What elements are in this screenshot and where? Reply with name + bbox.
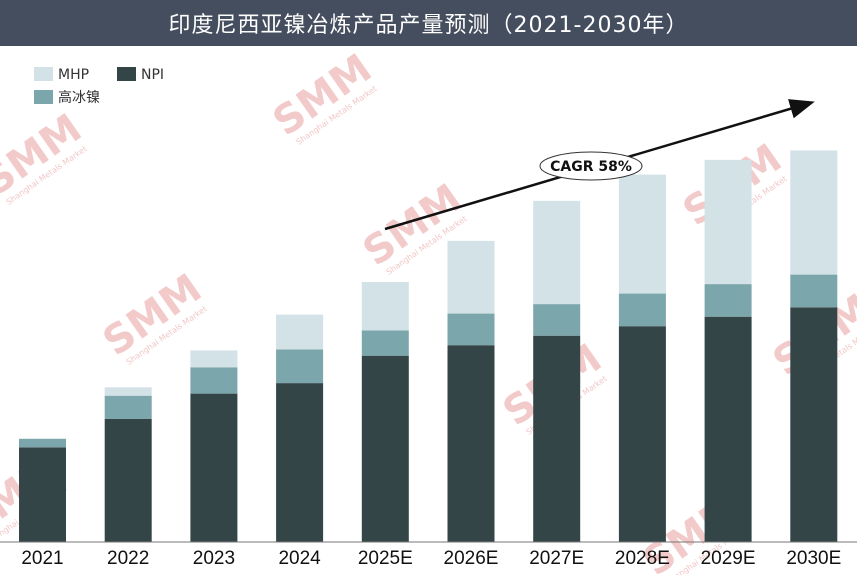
- legend: MHP NPI 高冰镍: [34, 67, 164, 106]
- bar-mhp-2030e: [790, 150, 838, 275]
- bar-高冰镍-2024: [276, 349, 324, 384]
- bar-高冰镍-2022: [104, 395, 152, 419]
- legend-label-npi: NPI: [141, 67, 164, 83]
- bar-mhp-2027e: [533, 200, 581, 305]
- x-tick-label-2027e: 2027E: [529, 548, 584, 569]
- bar-mhp-2026e: [447, 240, 495, 314]
- legend-label-mhp: MHP: [58, 67, 89, 83]
- bar-高冰镍-2028e: [618, 293, 666, 327]
- bar-npi-2022: [104, 418, 152, 542]
- legend-swatch-mhp: [34, 67, 53, 81]
- bar-高冰镍-2023: [190, 367, 238, 394]
- x-tick-label-2025e: 2025E: [358, 548, 413, 569]
- bars-layer: [19, 150, 838, 542]
- bar-mhp-2022: [104, 387, 152, 396]
- bar-高冰镍-2026e: [447, 313, 495, 346]
- bar-高冰镍-2029e: [704, 284, 752, 317]
- chart-title: 印度尼西亚镍冶炼产品产量预测（2021-2030年）: [0, 0, 857, 46]
- legend-swatch-high-ice-nickel: [34, 90, 53, 104]
- cagr-label: CAGR 58%: [550, 159, 632, 175]
- bar-npi-2027e: [533, 335, 581, 542]
- bar-mhp-2024: [276, 314, 324, 350]
- x-tick-label-2024: 2024: [278, 548, 321, 569]
- bar-mhp-2028e: [618, 174, 666, 294]
- bar-mhp-2025e: [361, 282, 409, 331]
- bar-npi-2030e: [790, 307, 838, 542]
- x-tick-label-2026e: 2026E: [444, 548, 499, 569]
- bar-高冰镍-2030e: [790, 274, 838, 308]
- bar-npi-2025e: [361, 355, 409, 542]
- bar-npi-2029e: [704, 316, 752, 542]
- x-tick-label-2030e: 2030E: [786, 548, 841, 569]
- bar-mhp-2029e: [704, 159, 752, 285]
- bar-npi-2021: [19, 447, 66, 542]
- bar-mhp-2023: [190, 350, 238, 368]
- bar-npi-2023: [190, 393, 238, 542]
- bar-npi-2026e: [447, 345, 495, 542]
- x-tick-label-2022: 2022: [107, 548, 149, 569]
- bar-npi-2028e: [618, 326, 666, 542]
- x-tick-label-2023: 2023: [193, 548, 235, 569]
- legend-label-high-ice-nickel: 高冰镍: [58, 89, 100, 106]
- bar-高冰镍-2025e: [361, 330, 409, 356]
- legend-swatch-npi: [117, 67, 136, 81]
- x-axis-ticks: 2021 2022 2023 2024 2025E 2026E 2027E 2028E 2029…: [21, 548, 841, 569]
- x-tick-label-2021: 2021: [21, 548, 63, 569]
- x-tick-label-2028e: 2028E: [615, 548, 670, 569]
- cagr-annotation: CAGR 58%: [384, 99, 815, 231]
- x-tick-label-2029e: 2029E: [701, 548, 756, 569]
- bar-npi-2024: [276, 383, 324, 542]
- bar-高冰镍-2027e: [533, 304, 581, 336]
- bar-高冰镍-2021: [19, 438, 66, 448]
- cagr-bubble: [539, 151, 643, 181]
